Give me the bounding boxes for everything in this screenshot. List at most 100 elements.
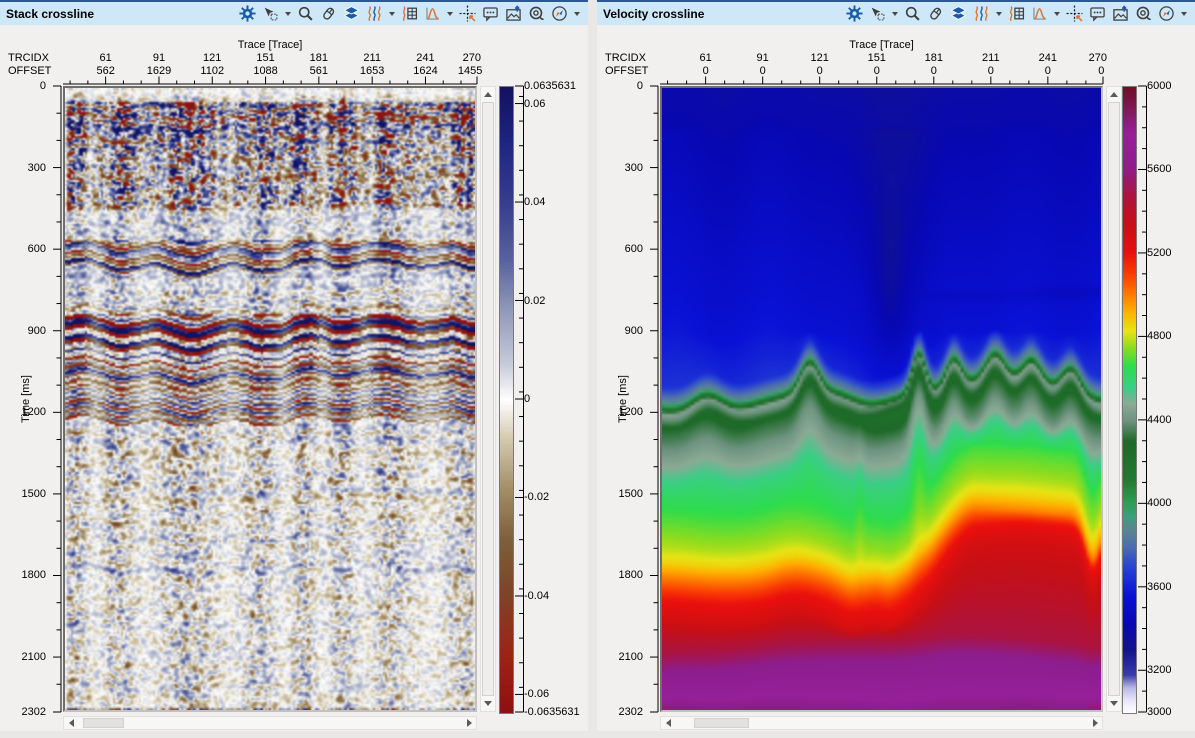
mouse-controls-icon[interactable]: [926, 4, 945, 23]
colorbar-axis: [515, 85, 524, 713]
annotation-glyph: [483, 7, 498, 22]
offset-value: 1102: [200, 65, 225, 77]
plot-area-seismic[interactable]: [63, 86, 477, 712]
scroll-right-button[interactable]: [462, 717, 476, 729]
vertical-scroll-thumb[interactable]: [1108, 102, 1120, 696]
wiggle-display-glyph: [368, 6, 381, 22]
velocity-toolbar: [845, 4, 1188, 23]
offset-value: 0: [816, 65, 823, 77]
scroll-right-button[interactable]: [1088, 717, 1102, 729]
colorbar-tick-label: 5600: [1147, 163, 1172, 176]
histogram-dropdown-caret[interactable]: [1054, 11, 1060, 16]
locate-region-icon[interactable]: [527, 4, 546, 23]
time-tick-label: 600: [27, 243, 46, 256]
time-tick-label: 2100: [21, 651, 46, 664]
colorbar-tick-label: 6000: [1147, 80, 1172, 92]
trcidx-value: 181: [309, 52, 329, 64]
velocity-plot-canvas[interactable]: [662, 88, 1101, 710]
scroll-left-button[interactable]: [64, 717, 78, 729]
selection-mode-dropdown-caret[interactable]: [892, 11, 898, 16]
export-image-glyph: [506, 5, 521, 21]
horizontal-scrollbar[interactable]: [660, 716, 1103, 730]
export-image-icon[interactable]: [1111, 4, 1130, 23]
trcidx-value: 121: [203, 52, 222, 64]
offset-value: 1629: [146, 65, 172, 77]
colorbar: [1122, 86, 1137, 714]
settings-gear-icon[interactable]: [238, 4, 257, 23]
horizontal-scrollbar[interactable]: [63, 716, 477, 730]
wiggle-display-icon[interactable]: [972, 4, 991, 23]
trcidx-value: 181: [924, 52, 943, 64]
settings-gear-icon[interactable]: [845, 4, 864, 23]
wiggle-display-dropdown-caret[interactable]: [996, 11, 1002, 16]
colorbar: [499, 86, 514, 714]
histogram-icon[interactable]: [1030, 4, 1049, 23]
selection-mode-icon[interactable]: [868, 4, 887, 23]
offset-value: 1624: [413, 65, 438, 77]
trcidx-row-label: TRCIDX: [605, 52, 646, 64]
selection-mode-dropdown-caret[interactable]: [285, 11, 291, 16]
horizontal-scroll-thumb[interactable]: [82, 718, 125, 728]
offset-value: 1455: [457, 65, 483, 77]
scroll-up-arrow-icon: [1110, 92, 1118, 97]
trace-table-icon[interactable]: [1007, 4, 1026, 23]
annotation-icon[interactable]: [481, 4, 500, 23]
compass-orientation-icon[interactable]: [550, 4, 569, 23]
colorbar-tick-label: -0.0635631: [524, 706, 580, 718]
compass-orientation-glyph: [552, 6, 567, 21]
histogram-icon[interactable]: [423, 4, 442, 23]
compass-orientation-dropdown-caret[interactable]: [1181, 11, 1187, 16]
layers-icon[interactable]: [949, 4, 968, 23]
offset-value: 0: [987, 65, 994, 77]
scroll-down-button[interactable]: [481, 696, 495, 711]
scroll-down-button[interactable]: [1107, 696, 1121, 711]
locate-region-icon[interactable]: [1134, 4, 1153, 23]
zoom-magnifier-icon[interactable]: [296, 4, 315, 23]
scroll-left-button[interactable]: [661, 717, 675, 729]
time-tick-label: 2302: [21, 706, 46, 718]
colorbar-gradient: [500, 87, 513, 713]
zoom-magnifier-glyph: [298, 6, 313, 21]
mouse-controls-icon[interactable]: [319, 4, 338, 23]
offset-row-label: OFFSET: [605, 65, 649, 77]
time-tick-label: 1200: [21, 406, 46, 419]
colorbar-tick-label: 4000: [1147, 497, 1172, 510]
offset-value: 0: [1044, 65, 1051, 77]
mouse-controls-glyph: [930, 7, 942, 20]
colorbar-tick-label: -0.04: [524, 589, 550, 602]
seismic-plot-canvas[interactable]: [65, 88, 475, 710]
wiggle-display-icon[interactable]: [365, 4, 384, 23]
pick-crosshair-icon[interactable]: [458, 4, 477, 23]
trcidx-value: 270: [1088, 52, 1108, 64]
scroll-up-button[interactable]: [1107, 87, 1121, 102]
selection-mode-icon[interactable]: [261, 4, 280, 23]
compass-orientation-dropdown-caret[interactable]: [574, 11, 580, 16]
settings-gear-glyph: [846, 5, 863, 22]
vertical-scrollbar[interactable]: [480, 86, 496, 712]
layers-icon[interactable]: [342, 4, 361, 23]
colorbar-axis: [1138, 85, 1147, 713]
locate-region-glyph: [1136, 6, 1151, 21]
horizontal-scroll-thumb[interactable]: [693, 718, 749, 728]
compass-orientation-icon[interactable]: [1157, 4, 1176, 23]
trcidx-value: 121: [810, 52, 829, 64]
vertical-scrollbar[interactable]: [1106, 86, 1122, 712]
stack-toolbar: [238, 4, 581, 23]
time-tick-label: 1500: [618, 487, 643, 500]
pick-crosshair-icon[interactable]: [1065, 4, 1084, 23]
trace-table-icon[interactable]: [400, 4, 419, 23]
wiggle-display-dropdown-caret[interactable]: [389, 11, 395, 16]
annotation-icon[interactable]: [1088, 4, 1107, 23]
trcidx-value: 61: [99, 52, 112, 64]
histogram-dropdown-caret[interactable]: [447, 11, 453, 16]
time-axis-label: Time [ms]: [20, 375, 32, 423]
plot-area-velocity[interactable]: [660, 86, 1103, 712]
vertical-scroll-thumb[interactable]: [482, 102, 494, 696]
time-axis: [650, 85, 659, 713]
export-image-icon[interactable]: [504, 4, 523, 23]
trcidx-value: 91: [152, 52, 166, 64]
zoom-magnifier-icon[interactable]: [903, 4, 922, 23]
time-tick-label: 0: [636, 80, 643, 92]
scroll-up-button[interactable]: [481, 87, 495, 102]
